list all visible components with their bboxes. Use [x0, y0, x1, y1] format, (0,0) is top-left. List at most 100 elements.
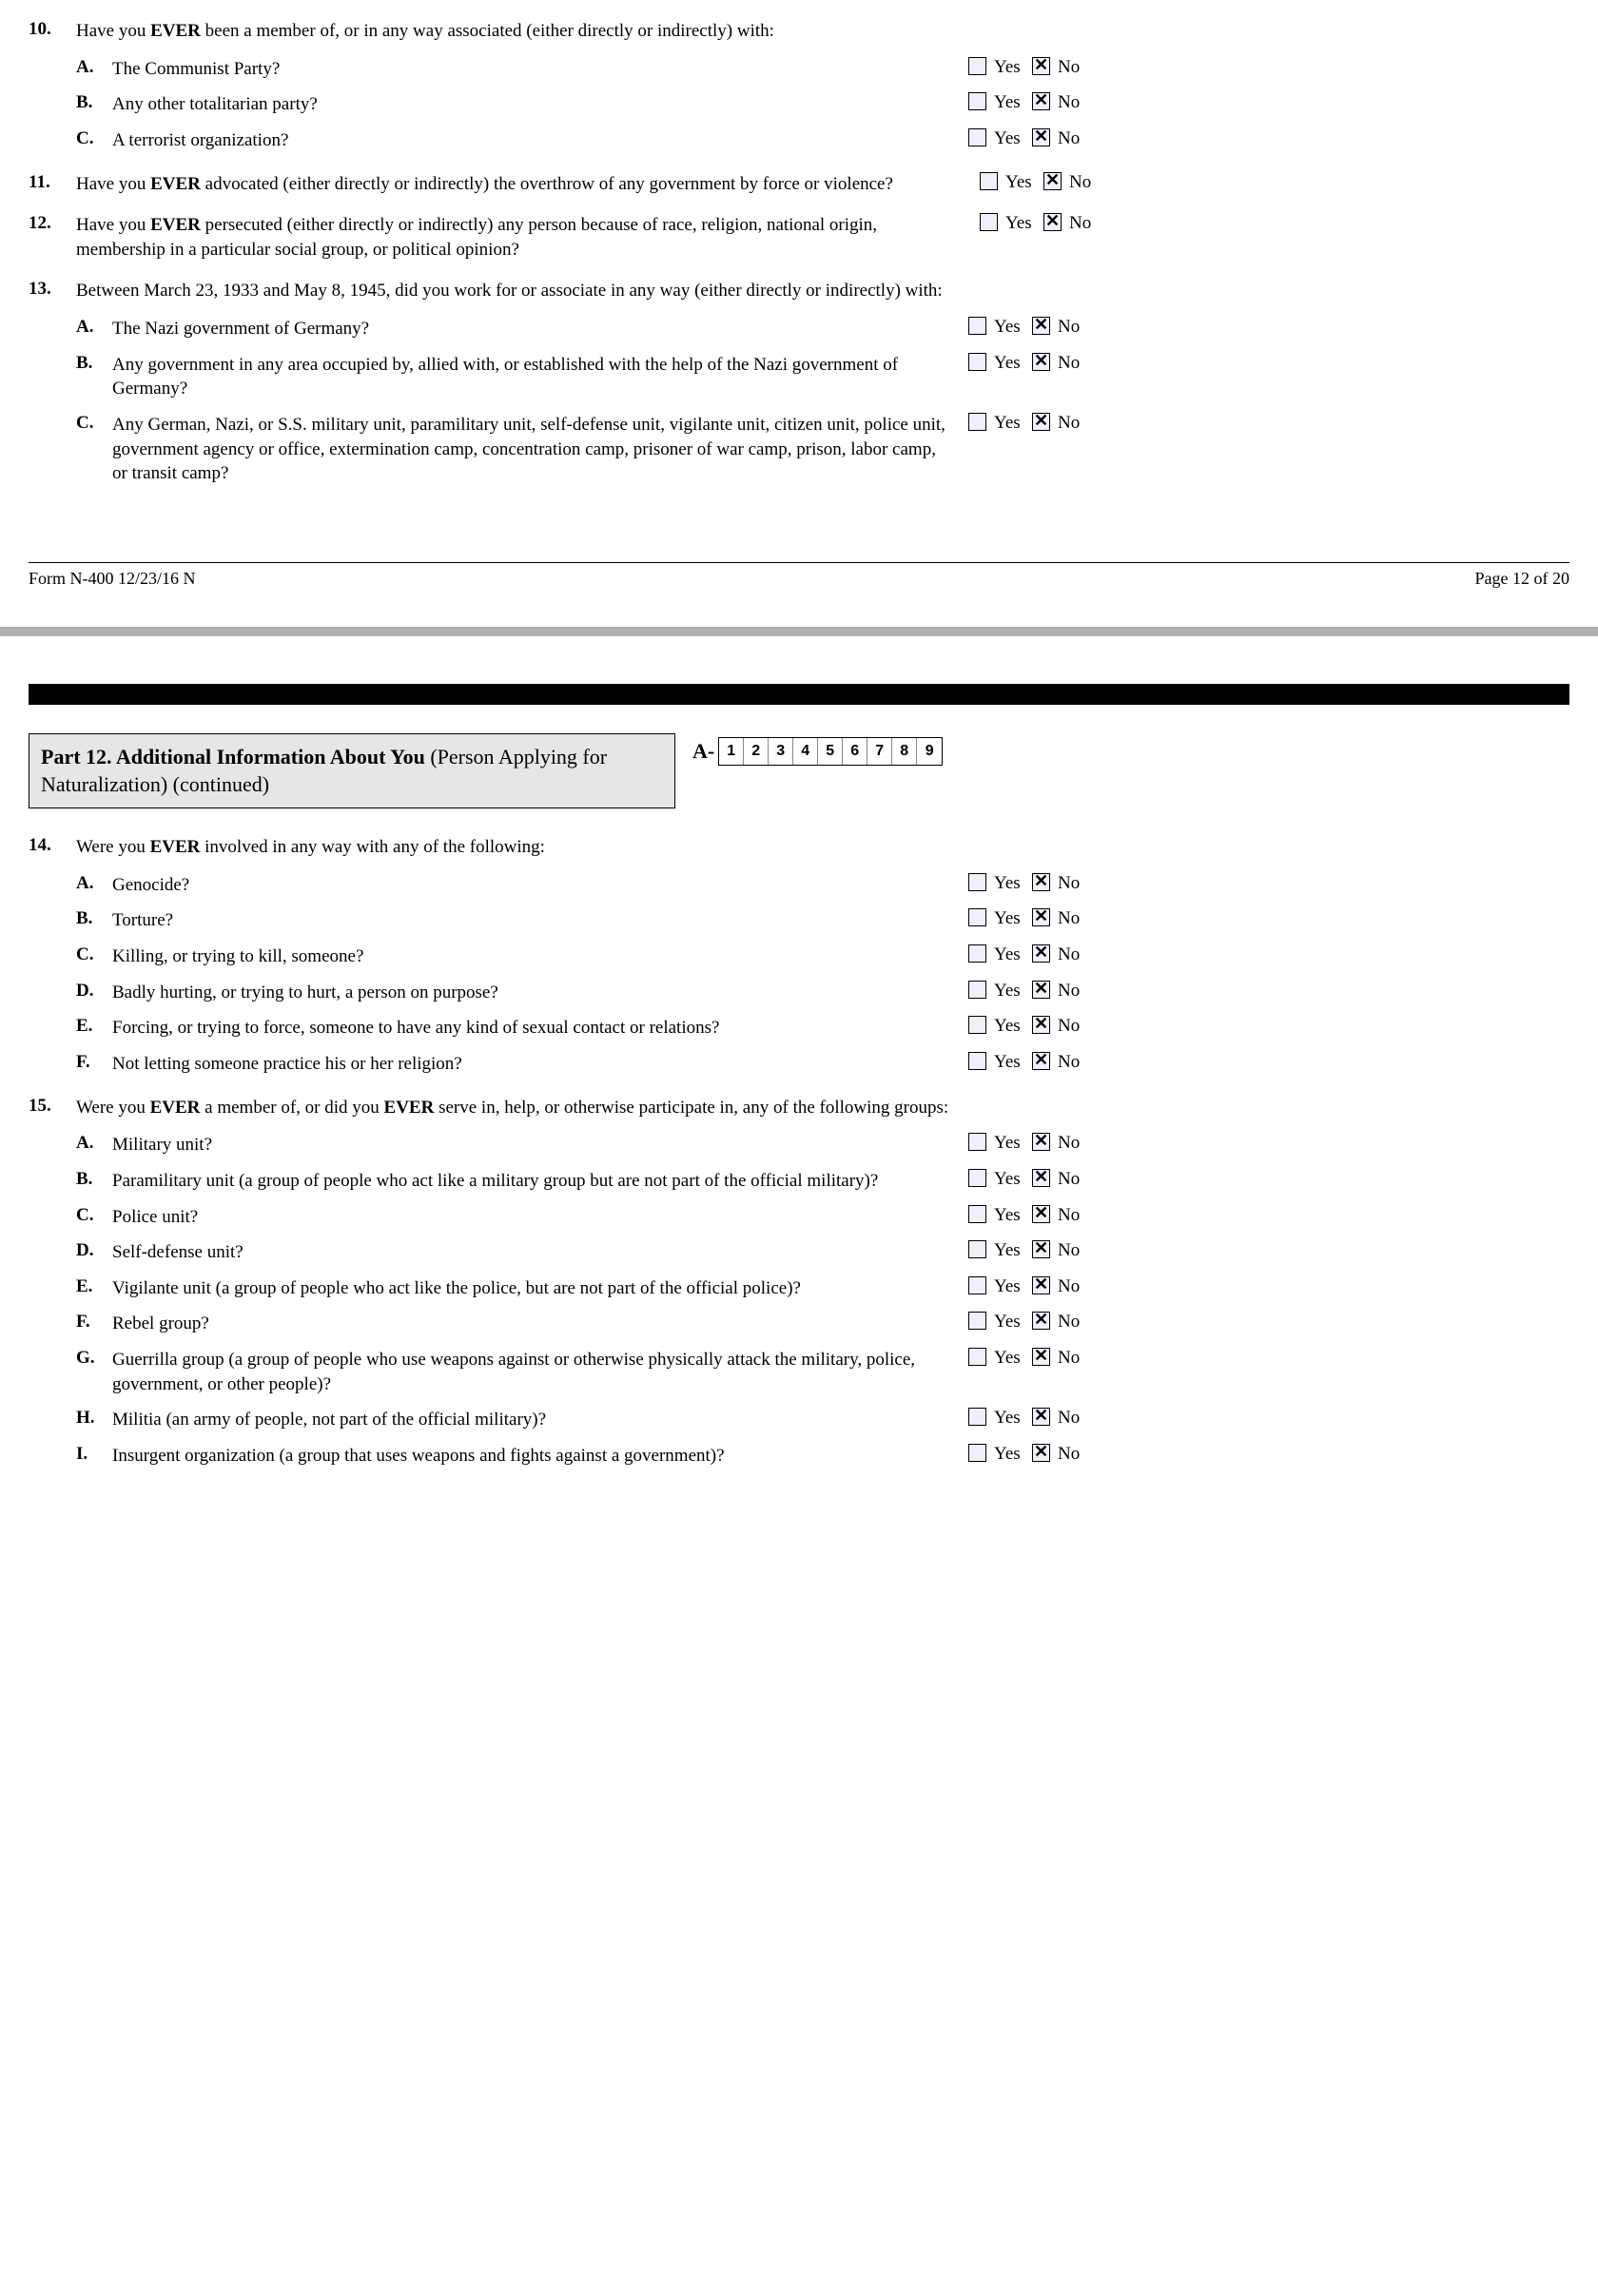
- sub-text: The Nazi government of Germany?: [112, 317, 968, 341]
- yes-no-group: YesNo: [968, 1240, 1090, 1261]
- no-checkbox[interactable]: [1032, 128, 1050, 146]
- sub-question: C.Killing, or trying to kill, someone?Ye…: [29, 944, 1569, 969]
- sub-letter: D.: [76, 981, 112, 1002]
- sub-question: F.Not letting someone practice his or he…: [29, 1052, 1569, 1077]
- sub-text: Torture?: [112, 908, 968, 933]
- yes-checkbox[interactable]: [968, 873, 986, 891]
- sub-letter: D.: [76, 1240, 112, 1261]
- yes-no-group: YesNo: [968, 944, 1090, 965]
- no-checkbox[interactable]: [1032, 1052, 1050, 1070]
- yes-checkbox[interactable]: [968, 1052, 986, 1070]
- no-checkbox[interactable]: [1032, 981, 1050, 999]
- yes-checkbox[interactable]: [968, 1133, 986, 1151]
- no-checkbox[interactable]: [1032, 1133, 1050, 1151]
- sub-text: Vigilante unit (a group of people who ac…: [112, 1276, 968, 1301]
- a-number-digit[interactable]: 5: [818, 738, 843, 765]
- sub-text: Self-defense unit?: [112, 1240, 968, 1265]
- no-checkbox[interactable]: [1032, 1240, 1050, 1258]
- no-checkbox[interactable]: [1032, 944, 1050, 963]
- a-number-digit[interactable]: 4: [793, 738, 818, 765]
- yes-checkbox[interactable]: [968, 1408, 986, 1426]
- yes-no-group: YesNo: [968, 317, 1090, 338]
- a-number-digit[interactable]: 8: [892, 738, 917, 765]
- yes-no-group: YesNo: [968, 981, 1090, 1002]
- yes-checkbox[interactable]: [968, 57, 986, 75]
- yes-no-group: YesNo: [968, 1052, 1090, 1073]
- yes-checkbox[interactable]: [968, 353, 986, 371]
- yes-no-group: YesNo: [968, 908, 1090, 929]
- sub-question: B.Any government in any area occupied by…: [29, 353, 1569, 401]
- question-12: 12. Have you EVER persecuted (either dir…: [29, 213, 1569, 262]
- no-checkbox[interactable]: [1032, 908, 1050, 926]
- sub-letter: B.: [76, 353, 112, 374]
- yes-no-group: YesNo: [968, 92, 1090, 113]
- yes-no-group: YesNo: [968, 57, 1090, 78]
- sub-letter: E.: [76, 1276, 112, 1297]
- no-checkbox[interactable]: [1032, 57, 1050, 75]
- page-footer: Form N-400 12/23/16 N Page 12 of 20: [29, 562, 1569, 589]
- sub-question: B.Any other totalitarian party?YesNo: [29, 92, 1569, 117]
- sub-letter: C.: [76, 128, 112, 149]
- a-number-cells: 123456789: [718, 737, 943, 766]
- no-checkbox[interactable]: [1043, 172, 1062, 190]
- no-checkbox[interactable]: [1032, 1348, 1050, 1366]
- sub-question: A.Genocide?YesNo: [29, 873, 1569, 898]
- yes-no-group: YesNo: [968, 1016, 1090, 1037]
- no-checkbox[interactable]: [1032, 873, 1050, 891]
- no-checkbox[interactable]: [1032, 1276, 1050, 1294]
- yes-checkbox[interactable]: [968, 128, 986, 146]
- sub-text: The Communist Party?: [112, 57, 968, 82]
- yes-checkbox[interactable]: [968, 317, 986, 335]
- yes-checkbox[interactable]: [968, 1444, 986, 1462]
- yes-checkbox[interactable]: [968, 1016, 986, 1034]
- yes-checkbox[interactable]: [968, 92, 986, 110]
- sub-text: Killing, or trying to kill, someone?: [112, 944, 968, 969]
- a-number-digit[interactable]: 9: [917, 738, 942, 765]
- form-id: Form N-400 12/23/16 N: [29, 569, 196, 589]
- no-checkbox[interactable]: [1032, 1016, 1050, 1034]
- yes-no-group: YesNo: [968, 1133, 1090, 1154]
- sub-question: C.Any German, Nazi, or S.S. military uni…: [29, 413, 1569, 486]
- no-checkbox[interactable]: [1032, 92, 1050, 110]
- no-checkbox[interactable]: [1032, 1169, 1050, 1187]
- question-11: 11. Have you EVER advocated (either dire…: [29, 172, 1569, 197]
- yes-no-group: Yes No: [980, 172, 1101, 193]
- no-checkbox[interactable]: [1032, 1444, 1050, 1462]
- question-text: Were you EVER involved in any way with a…: [76, 835, 1569, 860]
- no-checkbox[interactable]: [1032, 413, 1050, 431]
- sub-letter: A.: [76, 1133, 112, 1154]
- yes-checkbox[interactable]: [968, 1312, 986, 1330]
- a-number-digit[interactable]: 2: [744, 738, 769, 765]
- a-number-digit[interactable]: 7: [867, 738, 892, 765]
- yes-checkbox[interactable]: [968, 1276, 986, 1294]
- sub-text: Insurgent organization (a group that use…: [112, 1444, 968, 1469]
- no-checkbox[interactable]: [1032, 1312, 1050, 1330]
- sub-letter: B.: [76, 1169, 112, 1190]
- yes-checkbox[interactable]: [968, 1240, 986, 1258]
- yes-checkbox[interactable]: [968, 908, 986, 926]
- sub-letter: A.: [76, 57, 112, 78]
- yes-checkbox[interactable]: [980, 172, 998, 190]
- yes-checkbox[interactable]: [968, 1169, 986, 1187]
- sub-text: Any other totalitarian party?: [112, 92, 968, 117]
- yes-checkbox[interactable]: [968, 944, 986, 963]
- a-number-digit[interactable]: 1: [719, 738, 744, 765]
- sub-letter: G.: [76, 1348, 112, 1369]
- yes-checkbox[interactable]: [968, 981, 986, 999]
- yes-checkbox[interactable]: [968, 1348, 986, 1366]
- question-text: Between March 23, 1933 and May 8, 1945, …: [76, 279, 980, 303]
- yes-checkbox[interactable]: [968, 413, 986, 431]
- question-number: 11.: [29, 172, 76, 193]
- sub-letter: F.: [76, 1312, 112, 1333]
- no-checkbox[interactable]: [1043, 213, 1062, 231]
- question-number: 14.: [29, 835, 76, 856]
- no-checkbox[interactable]: [1032, 1408, 1050, 1426]
- no-checkbox[interactable]: [1032, 353, 1050, 371]
- yes-checkbox[interactable]: [980, 213, 998, 231]
- yes-checkbox[interactable]: [968, 1205, 986, 1223]
- a-number-digit[interactable]: 3: [769, 738, 793, 765]
- no-checkbox[interactable]: [1032, 317, 1050, 335]
- a-number-digit[interactable]: 6: [843, 738, 867, 765]
- no-checkbox[interactable]: [1032, 1205, 1050, 1223]
- sub-question: F.Rebel group?YesNo: [29, 1312, 1569, 1336]
